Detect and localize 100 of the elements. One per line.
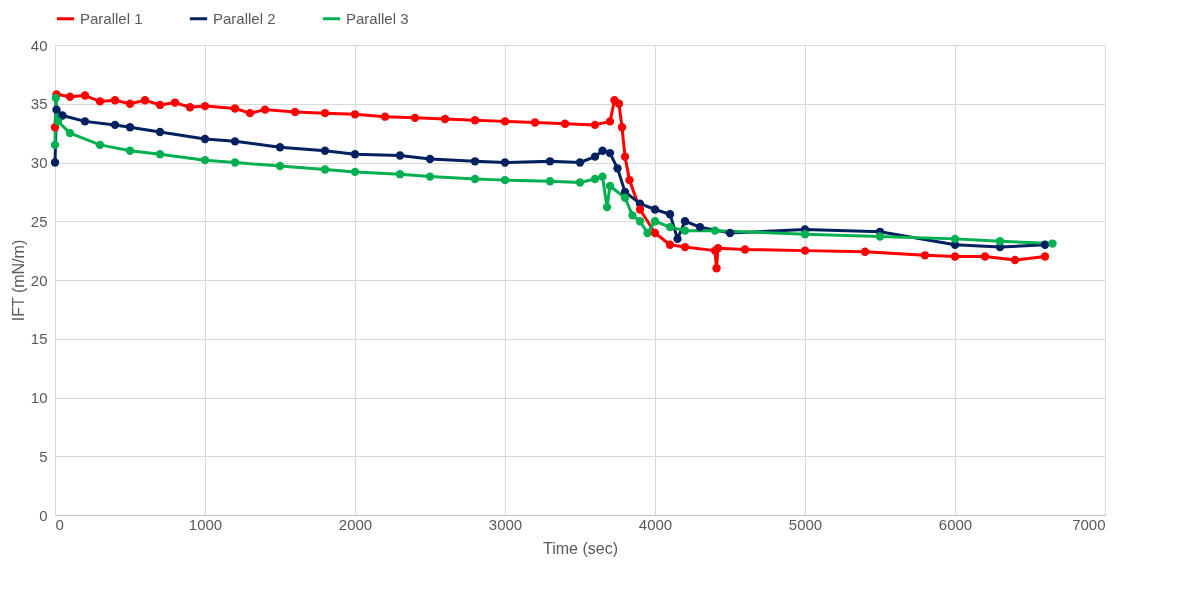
point bbox=[800, 246, 810, 255]
y-axis-title: IFT (mN/m) bbox=[9, 239, 27, 322]
x-tick-label: 2000 bbox=[338, 515, 373, 533]
point bbox=[545, 177, 555, 186]
point bbox=[230, 158, 240, 167]
point bbox=[620, 193, 630, 202]
x-tick-label: 1000 bbox=[188, 515, 223, 533]
point bbox=[260, 105, 270, 114]
y-tick-label: 40 bbox=[30, 36, 48, 54]
y-tick-label: 35 bbox=[30, 95, 48, 113]
point bbox=[425, 154, 435, 164]
point bbox=[598, 172, 607, 181]
point bbox=[470, 174, 480, 184]
point bbox=[614, 99, 624, 108]
point bbox=[245, 108, 255, 118]
point bbox=[590, 120, 600, 130]
x-axis-title: Time (sec) bbox=[543, 539, 618, 557]
point bbox=[695, 222, 705, 232]
point bbox=[350, 150, 360, 159]
point bbox=[320, 108, 330, 118]
point bbox=[950, 234, 960, 244]
point bbox=[230, 104, 240, 113]
point bbox=[350, 110, 360, 119]
point bbox=[665, 222, 675, 232]
x-tick-label: 7000 bbox=[1072, 515, 1106, 533]
point bbox=[635, 217, 645, 226]
point bbox=[875, 232, 885, 241]
point bbox=[620, 152, 630, 161]
point bbox=[650, 217, 660, 226]
point bbox=[425, 172, 435, 181]
legend-label: Parallel 1 bbox=[80, 9, 143, 27]
point bbox=[65, 92, 75, 101]
point bbox=[395, 151, 405, 160]
point bbox=[470, 157, 480, 166]
point bbox=[80, 117, 90, 126]
x-tick-label: 6000 bbox=[938, 515, 973, 533]
point bbox=[440, 114, 450, 124]
legend-label: Parallel 3 bbox=[346, 9, 409, 27]
point bbox=[605, 148, 615, 158]
point bbox=[650, 228, 660, 238]
point bbox=[800, 230, 810, 239]
point bbox=[575, 178, 585, 187]
point bbox=[1010, 255, 1020, 265]
point bbox=[185, 103, 195, 112]
point bbox=[602, 202, 612, 212]
point bbox=[665, 210, 675, 219]
point bbox=[635, 205, 645, 214]
point bbox=[605, 117, 615, 126]
y-tick-label: 30 bbox=[30, 154, 48, 171]
point bbox=[320, 146, 330, 155]
point bbox=[560, 119, 570, 128]
point bbox=[125, 146, 135, 155]
x-tick-label: 0 bbox=[55, 515, 64, 533]
point bbox=[50, 140, 60, 150]
y-tick-label: 20 bbox=[30, 271, 48, 289]
point bbox=[200, 155, 210, 165]
point bbox=[995, 237, 1005, 246]
point bbox=[410, 113, 420, 123]
point bbox=[110, 96, 120, 105]
point bbox=[545, 157, 555, 166]
point bbox=[725, 228, 735, 238]
point bbox=[155, 127, 165, 137]
point bbox=[605, 181, 615, 191]
point bbox=[673, 234, 682, 244]
point bbox=[1040, 252, 1050, 261]
point bbox=[680, 242, 690, 252]
point bbox=[1048, 239, 1057, 248]
point bbox=[590, 174, 600, 184]
point bbox=[530, 118, 540, 127]
point bbox=[51, 93, 60, 103]
point bbox=[712, 264, 721, 273]
point bbox=[275, 161, 285, 171]
point bbox=[155, 100, 165, 110]
point bbox=[1040, 240, 1050, 249]
point bbox=[650, 205, 660, 214]
point bbox=[125, 123, 135, 132]
point bbox=[470, 116, 480, 125]
point bbox=[275, 143, 285, 152]
point bbox=[395, 170, 405, 179]
point bbox=[665, 240, 675, 249]
point bbox=[140, 96, 150, 105]
point bbox=[680, 217, 690, 226]
y-tick-label: 5 bbox=[39, 447, 48, 465]
point bbox=[125, 99, 135, 108]
point bbox=[860, 247, 870, 256]
point bbox=[575, 158, 585, 167]
y-tick-label: 25 bbox=[30, 212, 48, 230]
point bbox=[230, 137, 240, 146]
point bbox=[53, 117, 63, 126]
point bbox=[58, 111, 67, 120]
point bbox=[500, 117, 510, 126]
point bbox=[740, 245, 750, 254]
point bbox=[320, 165, 330, 174]
x-tick-label: 4000 bbox=[638, 515, 673, 533]
point bbox=[50, 158, 60, 167]
point bbox=[170, 98, 180, 107]
x-tick-label: 3000 bbox=[488, 515, 523, 533]
point bbox=[500, 158, 510, 167]
point bbox=[500, 175, 510, 185]
point bbox=[590, 152, 600, 161]
